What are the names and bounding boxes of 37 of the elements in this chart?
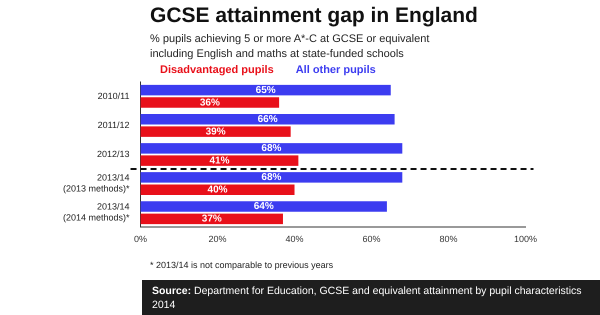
y-tick-label: 2013/14 (2013 methods)* bbox=[62, 172, 130, 194]
text: Source: Department for Education, GCSE and equivalent attainment by pupil characteristics 2014 bbox=[152, 285, 582, 311]
bar bbox=[140, 114, 395, 124]
bar bbox=[140, 143, 402, 154]
x-tick-label: 100% bbox=[514, 234, 538, 244]
data-label: 68% bbox=[261, 172, 282, 184]
x-tick-label: 60% bbox=[362, 234, 381, 244]
data-label: 41% bbox=[209, 155, 230, 166]
chart-title: GCSE attainment gap in England bbox=[150, 4, 478, 28]
x-tick-label: 0% bbox=[134, 234, 148, 244]
chart-subtitle: % pupils achieving 5 or more A*-C at GCSE or equivalent including English and maths at state-funded schools bbox=[150, 32, 430, 62]
x-tick-label: 80% bbox=[439, 234, 458, 244]
bar bbox=[140, 84, 391, 96]
y-tick-label: 2010/11 bbox=[98, 90, 130, 101]
data-label: 64% bbox=[254, 201, 274, 212]
data-label: 40% bbox=[208, 184, 228, 196]
series-label: Disadvantaged pupils bbox=[160, 64, 274, 76]
x-tick-label: 40% bbox=[286, 234, 304, 244]
data-label: 37% bbox=[202, 214, 222, 225]
bar bbox=[140, 126, 291, 137]
bar bbox=[140, 214, 283, 224]
bar bbox=[140, 201, 387, 212]
bar bbox=[140, 97, 280, 108]
series-label: All other pupils bbox=[296, 64, 376, 76]
bar bbox=[140, 155, 298, 166]
data-label: 39% bbox=[206, 126, 226, 138]
bar bbox=[140, 184, 295, 196]
data-label: 66% bbox=[258, 114, 278, 125]
y-tick-label: 2011/12 bbox=[98, 120, 130, 130]
bar bbox=[140, 172, 402, 183]
data-label: 65% bbox=[256, 84, 276, 96]
x-tick-label: 20% bbox=[208, 234, 227, 244]
y-tick-label: 2013/14 (2014 methods)* bbox=[62, 202, 130, 223]
text: * 2013/14 is not comparable to previous years bbox=[150, 260, 334, 270]
data-label: 68% bbox=[261, 143, 282, 154]
data-label: 36% bbox=[200, 97, 220, 108]
y-tick-label: 2012/13 bbox=[96, 148, 130, 159]
